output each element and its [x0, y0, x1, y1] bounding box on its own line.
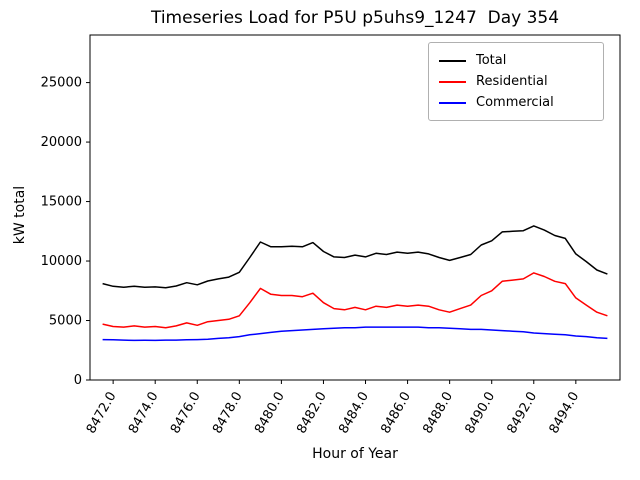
y-tick-label: 10000: [41, 254, 82, 269]
x-tick-label: 8490.0: [462, 390, 498, 437]
series-line-total: [102, 225, 608, 289]
x-tick-label: 8482.0: [294, 390, 330, 437]
y-tick-label: 5000: [49, 314, 82, 329]
y-tick-label: 25000: [41, 76, 82, 91]
x-tick-label: 8478.0: [210, 390, 246, 437]
x-tick-label: 8474.0: [126, 390, 162, 437]
legend-line-swatch: [439, 59, 466, 62]
x-tick-label: 8484.0: [336, 390, 372, 437]
y-axis-label: kW total: [12, 185, 28, 245]
legend-label: Residential: [476, 74, 548, 89]
x-tick-label: 8488.0: [420, 390, 456, 437]
x-tick-label: 8492.0: [504, 390, 540, 437]
axes-spines: [89, 34, 621, 381]
series-line-residential: [102, 272, 608, 329]
x-tick-label: 8476.0: [168, 390, 204, 437]
legend-label: Commercial: [476, 95, 554, 110]
legend-item-total: Total: [439, 50, 593, 71]
y-tick-label: 15000: [41, 195, 82, 210]
series-line-commercial: [102, 326, 608, 342]
x-tick-label: 8472.0: [84, 390, 120, 437]
legend-label: Total: [476, 53, 507, 68]
legend: Total Residential Commercial: [428, 42, 604, 121]
chart-title: Timeseries Load for P5U p5uhs9_1247 Day …: [150, 8, 560, 28]
legend-line-swatch: [439, 80, 466, 83]
x-tick-label: 8494.0: [547, 390, 583, 437]
x-tick-label: 8480.0: [252, 390, 288, 437]
x-tick-label: 8486.0: [378, 390, 414, 437]
y-tick-label: 20000: [41, 135, 82, 150]
legend-item-residential: Residential: [439, 71, 593, 92]
x-axis-label: Hour of Year: [312, 446, 398, 462]
y-tick-label: 0: [74, 373, 82, 388]
legend-item-commercial: Commercial: [439, 92, 593, 113]
legend-line-swatch: [439, 101, 466, 104]
